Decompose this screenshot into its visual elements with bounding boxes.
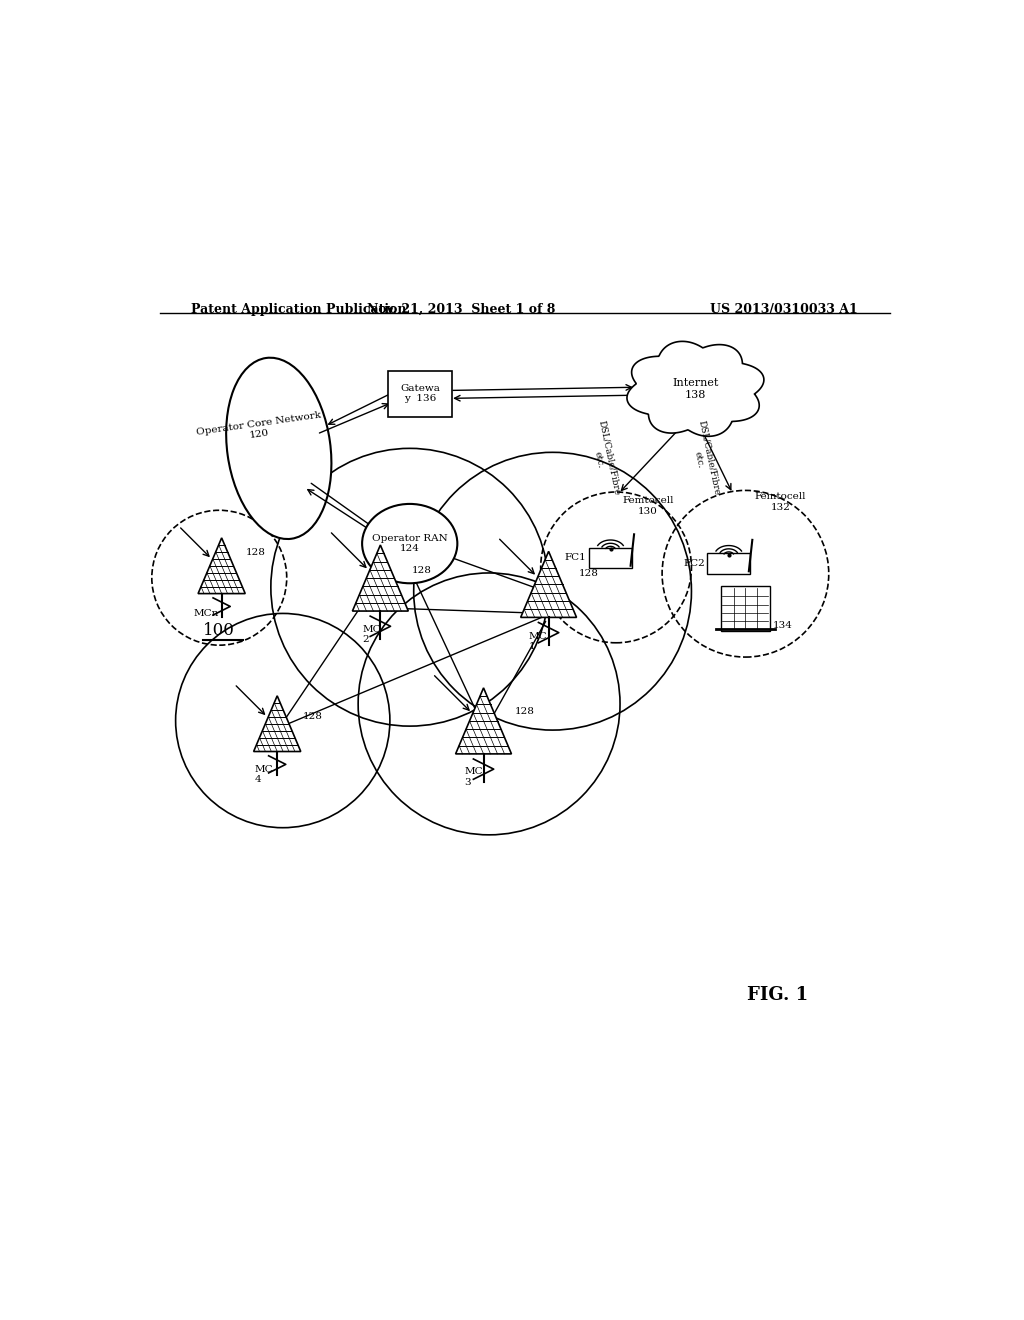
Text: MC
2: MC 2: [362, 624, 381, 644]
Polygon shape: [456, 688, 511, 754]
Text: Operator Core Network
120: Operator Core Network 120: [196, 411, 323, 447]
Text: DSL/Cable/Fibre
etc.: DSL/Cable/Fibre etc.: [587, 420, 622, 498]
Text: 128: 128: [579, 569, 599, 578]
FancyBboxPatch shape: [708, 553, 751, 574]
FancyBboxPatch shape: [387, 371, 452, 417]
Text: Operator RAN
124: Operator RAN 124: [372, 533, 447, 553]
Text: MC
3: MC 3: [465, 767, 483, 787]
Text: Internet
138: Internet 138: [672, 378, 719, 400]
Text: MC
4: MC 4: [255, 766, 273, 784]
Polygon shape: [352, 545, 409, 611]
Text: 128: 128: [412, 566, 432, 576]
Text: 128: 128: [515, 706, 536, 715]
Text: FC2: FC2: [683, 558, 705, 568]
Text: Gatewa
y  136: Gatewa y 136: [400, 384, 440, 404]
FancyBboxPatch shape: [589, 548, 632, 568]
Text: Nov. 21, 2013  Sheet 1 of 8: Nov. 21, 2013 Sheet 1 of 8: [368, 304, 555, 315]
Text: Femtocell
130: Femtocell 130: [622, 496, 674, 516]
FancyBboxPatch shape: [721, 586, 770, 631]
Text: US 2013/0310033 A1: US 2013/0310033 A1: [711, 304, 858, 315]
Text: MC
1: MC 1: [528, 632, 548, 651]
Text: FC1: FC1: [565, 553, 587, 562]
Text: DSL/Cable/Fibre
etc.: DSL/Cable/Fibre etc.: [687, 420, 722, 498]
Text: Femtocell
132: Femtocell 132: [755, 492, 806, 512]
Text: FIG. 1: FIG. 1: [748, 986, 808, 1005]
Ellipse shape: [362, 504, 458, 583]
Text: Patent Application Publication: Patent Application Publication: [191, 304, 407, 315]
Text: 134: 134: [772, 620, 793, 630]
Text: 128: 128: [246, 548, 265, 557]
Text: 100: 100: [204, 622, 236, 639]
Polygon shape: [520, 552, 577, 618]
Polygon shape: [198, 537, 245, 594]
Text: MCn: MCn: [194, 609, 218, 618]
Polygon shape: [254, 696, 301, 751]
Ellipse shape: [226, 358, 332, 539]
Text: 128: 128: [303, 711, 323, 721]
Polygon shape: [627, 342, 764, 437]
